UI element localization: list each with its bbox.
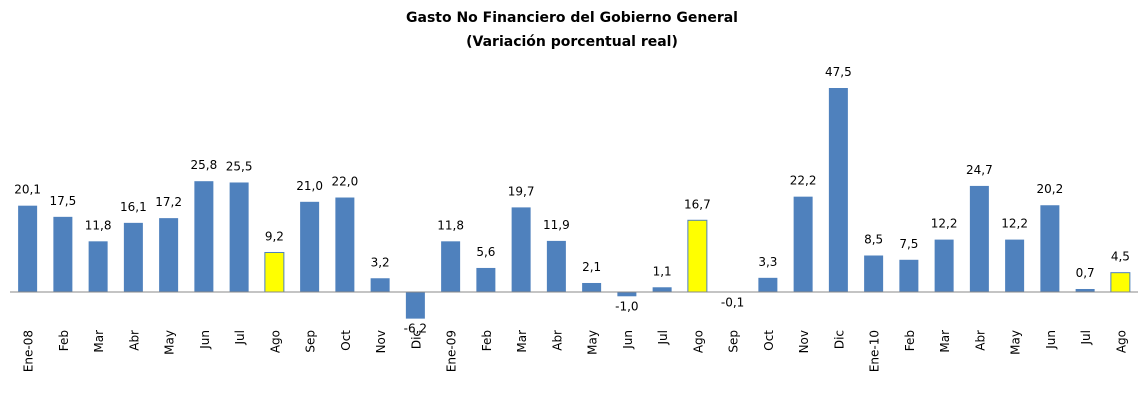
value-label: 22,0 bbox=[332, 175, 359, 189]
value-label: 19,7 bbox=[508, 184, 535, 198]
bar bbox=[687, 219, 708, 293]
bar bbox=[1110, 272, 1131, 293]
x-tick-label: May bbox=[1009, 330, 1023, 355]
bar bbox=[264, 251, 285, 293]
x-tick-label: Feb bbox=[903, 330, 917, 351]
x-tick-label: Mar bbox=[92, 330, 106, 353]
value-label: 22,2 bbox=[790, 174, 817, 188]
value-label: 2,1 bbox=[582, 260, 601, 274]
x-tick-label: Ene-09 bbox=[445, 330, 459, 372]
x-tick-label: Jul bbox=[656, 330, 670, 345]
value-label: 12,2 bbox=[1001, 217, 1028, 231]
x-tick-label: Mar bbox=[938, 330, 952, 353]
bar bbox=[1075, 288, 1095, 292]
value-label: 16,1 bbox=[120, 200, 147, 214]
x-tick-label: Oct bbox=[339, 330, 353, 351]
x-tick-label: May bbox=[163, 330, 177, 355]
bar bbox=[441, 241, 461, 292]
x-tick-label: Abr bbox=[550, 330, 564, 351]
bar bbox=[18, 205, 38, 292]
x-tick-label: Oct bbox=[762, 330, 776, 351]
x-tick-label: Sep bbox=[727, 330, 741, 353]
bar bbox=[828, 88, 848, 292]
value-label: 12,2 bbox=[931, 217, 958, 231]
x-tick-label: Abr bbox=[973, 330, 987, 351]
x-tick-label: Jul bbox=[1079, 330, 1093, 345]
value-label: 11,8 bbox=[437, 218, 464, 232]
x-tick-label: Abr bbox=[127, 330, 141, 351]
value-label: 25,8 bbox=[191, 158, 218, 172]
bar bbox=[300, 201, 320, 292]
value-label: 0,7 bbox=[1076, 266, 1095, 280]
value-label: 47,5 bbox=[825, 65, 852, 79]
value-label: -0,1 bbox=[721, 295, 744, 309]
value-label: 25,5 bbox=[226, 159, 253, 173]
value-label: 7,5 bbox=[899, 237, 918, 251]
x-tick-label: Jul bbox=[233, 330, 247, 345]
value-label: 9,2 bbox=[265, 229, 284, 243]
x-tick-label: Mar bbox=[515, 330, 529, 353]
bar bbox=[864, 255, 884, 292]
value-label: 21,0 bbox=[296, 179, 323, 193]
value-label: -6,2 bbox=[404, 322, 427, 336]
x-tick-label: Jun bbox=[198, 330, 212, 350]
x-tick-label: Dic bbox=[832, 330, 846, 349]
value-label: 3,2 bbox=[371, 255, 390, 269]
bar bbox=[899, 259, 919, 292]
x-tick-label: Feb bbox=[480, 330, 494, 351]
bar bbox=[229, 182, 249, 292]
bar bbox=[758, 277, 778, 292]
x-tick-label: Sep bbox=[304, 330, 318, 353]
value-label: 17,5 bbox=[50, 194, 77, 208]
bar bbox=[582, 282, 602, 292]
value-label: 16,7 bbox=[684, 197, 711, 211]
x-tick-label: Jun bbox=[1044, 330, 1058, 350]
bar bbox=[88, 241, 108, 292]
bar bbox=[1040, 205, 1060, 292]
value-label: -1,0 bbox=[615, 299, 638, 313]
bar bbox=[793, 196, 813, 292]
x-tick-label: Ene-10 bbox=[868, 330, 882, 372]
bar bbox=[934, 239, 954, 292]
bar bbox=[53, 216, 73, 292]
x-tick-label: Ago bbox=[268, 330, 282, 353]
chart-subtitle: (Variación porcentual real) bbox=[466, 34, 678, 50]
x-tick-label: Ene-08 bbox=[22, 330, 36, 372]
value-label: 24,7 bbox=[966, 163, 993, 177]
value-label: 5,6 bbox=[476, 245, 495, 259]
x-tick-label: Feb bbox=[57, 330, 71, 351]
bar bbox=[370, 278, 390, 292]
value-label: 8,5 bbox=[864, 232, 883, 246]
bar bbox=[476, 267, 496, 292]
value-label: 20,2 bbox=[1037, 182, 1064, 196]
x-tick-label: Nov bbox=[797, 330, 811, 353]
bar bbox=[159, 218, 179, 292]
bar bbox=[546, 240, 566, 292]
bar bbox=[335, 197, 355, 292]
value-label: 17,2 bbox=[155, 195, 182, 209]
x-tick-label: May bbox=[586, 330, 600, 355]
x-tick-label: Dic bbox=[409, 330, 423, 349]
bar bbox=[194, 181, 214, 292]
value-label: 1,1 bbox=[653, 264, 672, 278]
chart-title: Gasto No Financiero del Gobierno General bbox=[406, 10, 738, 26]
x-tick-label: Jun bbox=[621, 330, 635, 350]
value-label: 11,8 bbox=[85, 218, 112, 232]
x-tick-label: Ago bbox=[1114, 330, 1128, 353]
value-label: 3,3 bbox=[758, 255, 777, 269]
bar bbox=[511, 207, 531, 292]
x-tick-label: Nov bbox=[374, 330, 388, 353]
bar bbox=[969, 185, 989, 292]
value-label: 11,9 bbox=[543, 218, 570, 232]
bar bbox=[652, 287, 672, 292]
bar bbox=[123, 222, 143, 292]
value-label: 4,5 bbox=[1111, 250, 1130, 264]
value-label: 20,1 bbox=[14, 183, 41, 197]
bar bbox=[405, 292, 425, 319]
bar bbox=[617, 292, 637, 297]
bar bbox=[1005, 239, 1025, 292]
x-tick-label: Ago bbox=[691, 330, 705, 353]
